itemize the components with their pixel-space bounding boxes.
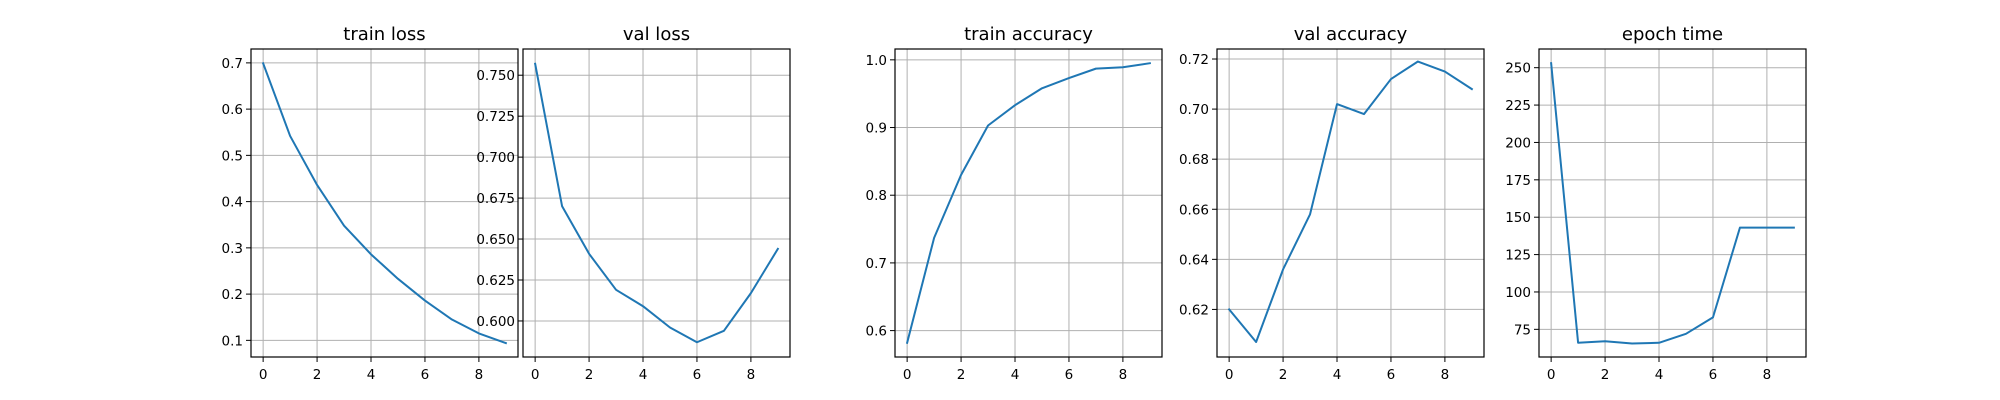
axes-frame bbox=[894, 48, 1163, 358]
y-tick-label: 0.3 bbox=[222, 241, 243, 257]
y-tick-label: 0.600 bbox=[476, 314, 515, 330]
subplot-title: train accuracy bbox=[964, 24, 1093, 45]
series-line bbox=[261, 62, 508, 345]
y-tick-label: 0.750 bbox=[476, 68, 515, 84]
x-tick-label: 0 bbox=[903, 367, 912, 383]
y-tick-label: 150 bbox=[1505, 210, 1531, 226]
y-tick-label: 0.7 bbox=[866, 256, 887, 272]
y-tick-label: 225 bbox=[1505, 98, 1531, 114]
x-tick-label: 0 bbox=[1225, 367, 1234, 383]
x-tick-label: 8 bbox=[1119, 367, 1128, 383]
x-tick-label: 6 bbox=[1065, 367, 1074, 383]
x-tick-label: 2 bbox=[1279, 367, 1288, 383]
grid-lines bbox=[1539, 49, 1806, 357]
y-tick-label: 125 bbox=[1505, 248, 1531, 264]
x-tick-label: 4 bbox=[1655, 367, 1664, 383]
y-tick-label: 0.68 bbox=[1179, 152, 1209, 168]
grid-lines bbox=[251, 49, 518, 357]
axes-frame bbox=[522, 48, 791, 358]
y-tick-label: 175 bbox=[1505, 173, 1531, 189]
x-tick-label: 8 bbox=[1763, 367, 1772, 383]
y-tick-label: 75 bbox=[1514, 322, 1531, 338]
y-tick-label: 0.9 bbox=[866, 121, 887, 137]
subplot-4: 0 2 4 6 8 75 100 125 150 175 200 225 250 epoch time bbox=[1505, 24, 1807, 383]
axes-frame bbox=[1216, 48, 1485, 358]
y-tick-label: 0.2 bbox=[222, 287, 243, 303]
y-tick-label: 0.6 bbox=[222, 102, 243, 118]
x-tick-label: 0 bbox=[1547, 367, 1556, 383]
x-tick-label: 2 bbox=[957, 367, 966, 383]
x-tick-label: 6 bbox=[421, 367, 430, 383]
y-tick-label: 250 bbox=[1505, 61, 1531, 77]
y-tick-label: 0.4 bbox=[222, 195, 243, 211]
y-tick-label: 100 bbox=[1505, 285, 1531, 301]
y-tick-label: 0.8 bbox=[866, 188, 887, 204]
x-tick-label: 2 bbox=[1601, 367, 1610, 383]
y-tick-label: 0.62 bbox=[1179, 302, 1209, 318]
series-line bbox=[1227, 60, 1474, 343]
x-tick-label: 6 bbox=[693, 367, 702, 383]
axes-frame bbox=[1538, 48, 1807, 358]
subplot-title: val loss bbox=[623, 24, 690, 45]
y-tick-label: 0.700 bbox=[476, 150, 515, 166]
x-tick-label: 0 bbox=[259, 367, 268, 383]
y-tick-label: 0.66 bbox=[1179, 202, 1209, 218]
subplot-3: 0 2 4 6 8 0.62 0.64 0.66 0.68 0.70 0.72 val accurac… bbox=[1179, 24, 1485, 383]
x-tick-label: 2 bbox=[585, 367, 594, 383]
x-tick-label: 8 bbox=[747, 367, 756, 383]
x-tick-label: 2 bbox=[313, 367, 322, 383]
subplot-title: epoch time bbox=[1622, 24, 1723, 45]
series-line bbox=[533, 62, 780, 344]
series-line bbox=[1550, 62, 1795, 345]
subplot-title: val accuracy bbox=[1294, 24, 1408, 45]
y-tick-label: 0.72 bbox=[1179, 52, 1209, 68]
y-tick-label: 0.70 bbox=[1179, 102, 1209, 118]
x-tick-label: 0 bbox=[531, 367, 540, 383]
x-tick-label: 4 bbox=[367, 367, 376, 383]
y-tick-label: 200 bbox=[1505, 135, 1531, 151]
y-tick-label: 1.0 bbox=[866, 53, 887, 69]
x-tick-label: 6 bbox=[1387, 367, 1396, 383]
subplot-title: train loss bbox=[343, 24, 425, 45]
axes-frame bbox=[250, 48, 519, 358]
series-line bbox=[905, 62, 1151, 344]
grid-lines bbox=[895, 49, 1162, 357]
x-tick-label: 6 bbox=[1709, 367, 1718, 383]
y-tick-label: 0.1 bbox=[222, 333, 243, 349]
y-tick-label: 0.650 bbox=[476, 232, 515, 248]
x-tick-label: 4 bbox=[1333, 367, 1342, 383]
x-tick-label: 8 bbox=[1441, 367, 1450, 383]
x-tick-label: 4 bbox=[639, 367, 648, 383]
subplot-0: 0 2 4 6 8 0.1 0.2 0.3 0.4 0.5 0.6 0.7 train loss bbox=[222, 24, 519, 383]
grid-lines bbox=[1217, 49, 1484, 357]
y-tick-label: 0.64 bbox=[1179, 252, 1209, 268]
subplot-2: 0 2 4 6 8 0.6 0.7 0.8 0.9 1.0 train accuracy bbox=[866, 24, 1163, 383]
x-tick-label: 8 bbox=[475, 367, 484, 383]
y-tick-label: 0.7 bbox=[222, 56, 243, 72]
x-tick-label: 4 bbox=[1011, 367, 1020, 383]
y-tick-label: 0.725 bbox=[476, 109, 515, 125]
y-tick-label: 0.5 bbox=[222, 148, 243, 164]
subplot-1: 0 2 4 6 8 0.600 0.625 0.650 0.675 0.700 0.725 0.750… bbox=[476, 24, 791, 383]
y-tick-label: 0.625 bbox=[476, 273, 515, 289]
y-tick-label: 0.675 bbox=[476, 191, 515, 207]
y-tick-label: 0.6 bbox=[866, 324, 887, 340]
grid-lines bbox=[523, 49, 790, 357]
